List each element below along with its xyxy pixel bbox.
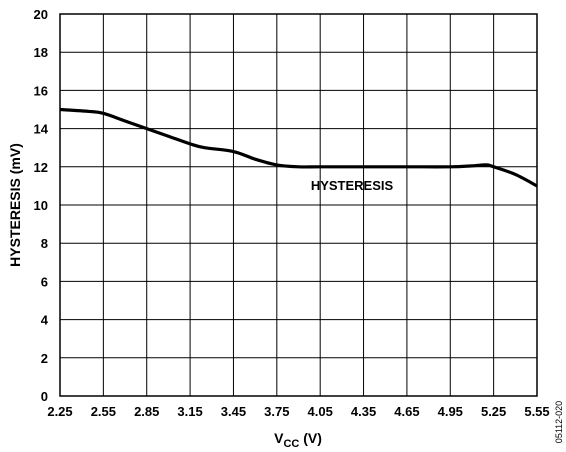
y-tick-label: 8 — [41, 236, 48, 251]
y-tick-label: 6 — [41, 274, 48, 289]
x-tick-label: 4.65 — [394, 404, 419, 419]
y-tick-label: 20 — [34, 7, 48, 22]
x-tick-label: 3.45 — [221, 404, 246, 419]
x-axis-title-main: V — [274, 430, 284, 446]
series-line-hysteresis — [59, 107, 538, 188]
y-tick-label: 10 — [34, 198, 48, 213]
grid — [59, 13, 538, 397]
x-tick-label: 3.75 — [264, 404, 289, 419]
y-tick-labels: 0 2 4 6 8 10 12 14 16 18 20 — [34, 7, 49, 404]
y-tick-label: 12 — [34, 160, 48, 175]
x-tick-label: 2.85 — [134, 404, 159, 419]
x-tick-label: 2.25 — [47, 404, 72, 419]
annotation-hysteresis: HYSTERESIS — [311, 178, 394, 193]
x-tick-label: 3.15 — [177, 404, 202, 419]
x-tick-labels: 2.25 2.55 2.85 3.15 3.45 3.75 4.05 4.35 4.65 4.95… — [47, 404, 549, 419]
x-tick-label: 4.35 — [351, 404, 376, 419]
y-axis-title: HYSTERESIS (mV) — [7, 143, 23, 267]
x-axis-title-unit: (V) — [299, 430, 322, 446]
y-tick-label: 14 — [34, 122, 49, 137]
x-axis-title: VCC (V) — [274, 430, 322, 450]
y-tick-label: 2 — [41, 351, 48, 366]
y-tick-label: 4 — [41, 313, 49, 328]
x-tick-label: 2.55 — [91, 404, 116, 419]
y-tick-label: 0 — [41, 389, 48, 404]
x-tick-label: 5.55 — [524, 404, 549, 419]
series-group — [59, 107, 538, 188]
x-tick-label: 5.25 — [481, 404, 506, 419]
x-axis-title-subscript: CC — [283, 438, 299, 450]
y-tick-label: 18 — [34, 45, 48, 60]
figure-id: 05112-020 — [554, 401, 564, 443]
x-tick-label: 4.05 — [308, 404, 333, 419]
plot-frame — [59, 13, 538, 397]
x-tick-label: 4.95 — [438, 404, 463, 419]
y-tick-label: 16 — [34, 83, 48, 98]
